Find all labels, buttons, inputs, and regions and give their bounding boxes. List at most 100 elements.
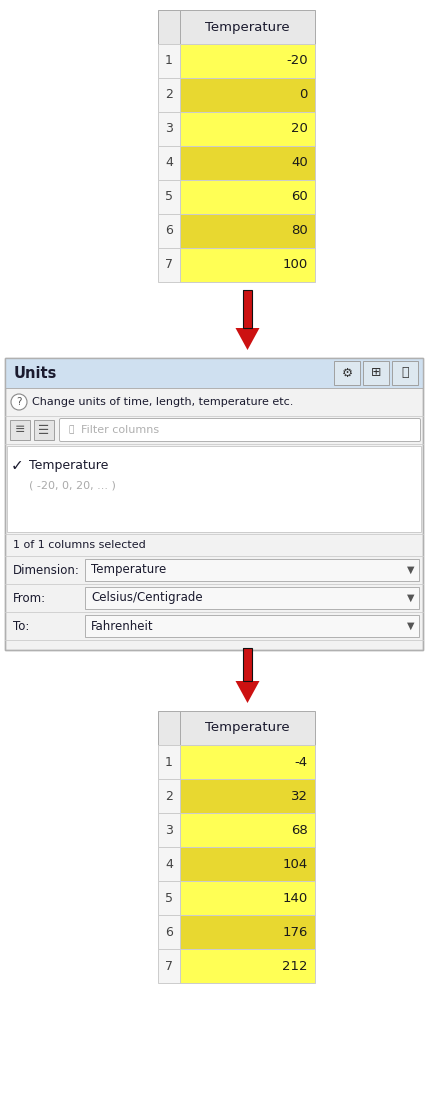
Text: ⚙: ⚙ bbox=[342, 366, 353, 379]
Text: 60: 60 bbox=[291, 190, 308, 203]
Bar bbox=[158, 745, 180, 779]
Text: ▼: ▼ bbox=[407, 621, 414, 631]
Bar bbox=[180, 248, 315, 282]
Text: 20: 20 bbox=[291, 122, 308, 135]
Text: 4: 4 bbox=[165, 156, 173, 169]
Text: ✓: ✓ bbox=[11, 458, 24, 474]
Bar bbox=[158, 847, 180, 881]
Text: -20: -20 bbox=[286, 55, 308, 67]
Bar bbox=[158, 881, 180, 915]
Text: Dimension:: Dimension: bbox=[13, 564, 80, 577]
Bar bbox=[180, 745, 315, 779]
Bar bbox=[180, 112, 315, 146]
Text: 🔍: 🔍 bbox=[69, 425, 74, 434]
Text: Temperature: Temperature bbox=[205, 722, 290, 734]
Text: 6: 6 bbox=[165, 224, 173, 237]
Bar bbox=[158, 78, 180, 112]
Text: ⤢: ⤢ bbox=[401, 366, 409, 379]
Bar bbox=[158, 248, 180, 282]
Text: ☰: ☰ bbox=[39, 423, 50, 436]
Text: ?: ? bbox=[16, 397, 22, 407]
Bar bbox=[158, 112, 180, 146]
Text: 32: 32 bbox=[291, 789, 308, 802]
Text: 100: 100 bbox=[283, 258, 308, 271]
Text: ▼: ▼ bbox=[407, 593, 414, 603]
Bar bbox=[243, 290, 252, 328]
Text: 3: 3 bbox=[165, 122, 173, 135]
Text: 6: 6 bbox=[165, 925, 173, 939]
Text: 176: 176 bbox=[282, 925, 308, 939]
Bar bbox=[85, 615, 419, 637]
Text: 104: 104 bbox=[283, 857, 308, 870]
Text: Filter columns: Filter columns bbox=[81, 425, 159, 435]
Bar bbox=[180, 813, 315, 847]
Bar bbox=[158, 44, 180, 78]
Text: 140: 140 bbox=[283, 891, 308, 904]
Bar bbox=[180, 180, 315, 214]
Text: 2: 2 bbox=[165, 789, 173, 802]
Text: 5: 5 bbox=[165, 190, 173, 203]
Bar bbox=[243, 648, 252, 681]
Bar bbox=[180, 915, 315, 950]
Text: 212: 212 bbox=[282, 959, 308, 973]
Text: 68: 68 bbox=[291, 823, 308, 836]
Text: -4: -4 bbox=[295, 755, 308, 768]
Bar bbox=[34, 420, 54, 440]
Bar bbox=[158, 711, 180, 745]
Bar bbox=[180, 214, 315, 248]
Text: ( -20, 0, 20, ... ): ( -20, 0, 20, ... ) bbox=[29, 481, 116, 491]
Bar bbox=[5, 358, 423, 650]
Bar bbox=[180, 78, 315, 112]
Text: 2: 2 bbox=[165, 89, 173, 101]
Bar bbox=[243, 648, 252, 681]
Bar bbox=[158, 915, 180, 950]
Text: ▼: ▼ bbox=[407, 565, 414, 575]
Text: 7: 7 bbox=[165, 258, 173, 271]
Bar bbox=[158, 950, 180, 983]
Text: Fahrenheit: Fahrenheit bbox=[91, 620, 154, 633]
Bar bbox=[158, 813, 180, 847]
Text: Temperature: Temperature bbox=[205, 21, 290, 33]
Text: 80: 80 bbox=[291, 224, 308, 237]
Text: Celsius/Centigrade: Celsius/Centigrade bbox=[91, 591, 202, 604]
Bar bbox=[10, 420, 30, 440]
Bar bbox=[180, 10, 315, 44]
Text: Temperature: Temperature bbox=[91, 564, 166, 577]
Polygon shape bbox=[235, 681, 259, 703]
Bar bbox=[85, 587, 419, 609]
Text: ⊞: ⊞ bbox=[371, 366, 381, 379]
Bar bbox=[158, 146, 180, 180]
Text: To:: To: bbox=[13, 620, 30, 633]
Text: From:: From: bbox=[13, 591, 46, 604]
Bar bbox=[180, 146, 315, 180]
Bar bbox=[5, 358, 423, 650]
Text: 7: 7 bbox=[165, 959, 173, 973]
Bar bbox=[5, 358, 423, 388]
Text: Change units of time, length, temperature etc.: Change units of time, length, temperatur… bbox=[32, 397, 293, 407]
Bar bbox=[158, 779, 180, 813]
Bar bbox=[180, 711, 315, 745]
Bar bbox=[180, 779, 315, 813]
Bar bbox=[180, 847, 315, 881]
Bar bbox=[7, 446, 421, 532]
Bar bbox=[158, 180, 180, 214]
Bar bbox=[392, 360, 418, 385]
Bar bbox=[180, 950, 315, 983]
Bar bbox=[180, 44, 315, 78]
Text: 1 of 1 columns selected: 1 of 1 columns selected bbox=[13, 540, 146, 550]
Text: 5: 5 bbox=[165, 891, 173, 904]
Polygon shape bbox=[235, 328, 259, 349]
Text: 3: 3 bbox=[165, 823, 173, 836]
Text: 4: 4 bbox=[165, 857, 173, 870]
Bar bbox=[334, 360, 360, 385]
Bar bbox=[363, 360, 389, 385]
Circle shape bbox=[11, 395, 27, 410]
Text: 1: 1 bbox=[165, 55, 173, 67]
Bar bbox=[158, 10, 180, 44]
FancyBboxPatch shape bbox=[59, 419, 420, 442]
Text: 0: 0 bbox=[300, 89, 308, 101]
Bar bbox=[180, 881, 315, 915]
Bar bbox=[158, 214, 180, 248]
Text: Units: Units bbox=[14, 366, 57, 380]
Text: Temperature: Temperature bbox=[29, 459, 108, 473]
